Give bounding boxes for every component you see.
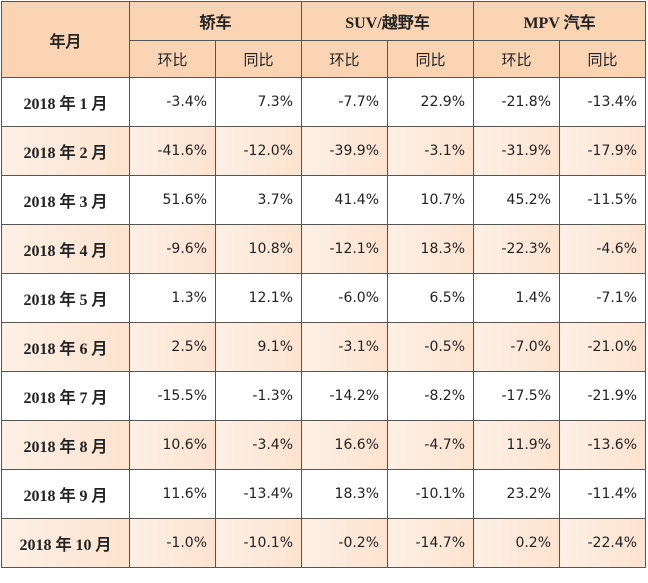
value-cell: -7.7% [301, 77, 389, 127]
value-cell: 12.1% [214, 273, 303, 323]
sub-header: 同比 [387, 40, 475, 78]
value-cell: -15.5% [129, 371, 216, 421]
value-cell: -14.2% [301, 371, 389, 421]
value-cell: -7.1% [559, 273, 647, 323]
value-cell: -12.1% [301, 224, 389, 274]
value-cell: -10.1% [387, 469, 475, 519]
value-cell: -3.4% [214, 420, 303, 470]
value-cell: 3.7% [214, 175, 303, 225]
value-cell: 2.5% [129, 322, 216, 372]
value-cell: 41.4% [301, 175, 389, 225]
value-cell: -17.9% [559, 126, 647, 176]
sub-header: 环比 [473, 40, 561, 78]
value-cell: -0.2% [301, 518, 389, 568]
value-cell: -21.0% [559, 322, 647, 372]
value-cell: 1.3% [129, 273, 216, 323]
table-row: 2018 年 3 月 51.6% 3.7% 41.4% 10.7% 45.2% -11.5% [1, 175, 647, 225]
month-label: 2018 年 9 月 [1, 469, 130, 519]
value-cell: -8.2% [387, 371, 475, 421]
value-cell: -0.5% [387, 322, 475, 372]
table-row: 2018 年 5 月 1.3% 12.1% -6.0% 6.5% 1.4% -7.1% [1, 273, 647, 323]
value-cell: -31.9% [473, 126, 561, 176]
value-cell: 10.7% [387, 175, 475, 225]
corner-header: 年月 [1, 1, 130, 78]
month-label: 2018 年 7 月 [1, 371, 130, 421]
group-header: MPV 汽车 [473, 1, 647, 41]
group-header: 轿车 [128, 1, 303, 41]
month-label: 2018 年 8 月 [1, 420, 130, 470]
month-label: 2018 年 6 月 [1, 322, 130, 372]
value-cell: -1.3% [214, 371, 303, 421]
value-cell: -6.0% [301, 273, 389, 323]
value-cell: -11.5% [559, 175, 647, 225]
group-header: SUV/越野车 [301, 1, 475, 41]
value-cell: -12.0% [214, 126, 303, 176]
value-cell: -39.9% [301, 126, 389, 176]
month-label: 2018 年 5 月 [1, 273, 130, 323]
value-cell: -22.3% [473, 224, 561, 274]
value-cell: -4.7% [387, 420, 475, 470]
month-label: 2018 年 4 月 [1, 224, 130, 274]
value-cell: -3.1% [301, 322, 389, 372]
value-cell: 10.8% [214, 224, 303, 274]
sub-header: 环比 [301, 40, 389, 78]
value-cell: -17.5% [473, 371, 561, 421]
data-table: 年月 轿车 SUV/越野车 MPV 汽车 环比 同比 环比 同比 环比 同比 2018 年 1 … [1, 1, 647, 568]
value-cell: 18.3% [301, 469, 389, 519]
value-cell: -9.6% [129, 224, 216, 274]
value-cell: 10.6% [129, 420, 216, 470]
value-cell: 23.2% [473, 469, 561, 519]
value-cell: 51.6% [129, 175, 216, 225]
value-cell: 16.6% [301, 420, 389, 470]
sub-header: 同比 [214, 40, 303, 78]
month-label: 2018 年 10 月 [1, 518, 130, 568]
value-cell: -11.4% [559, 469, 647, 519]
value-cell: -13.4% [559, 77, 647, 127]
value-cell: 18.3% [387, 224, 475, 274]
value-cell: -1.0% [129, 518, 216, 568]
table-row: 2018 年 10 月 -1.0% -10.1% -0.2% -14.7% 0.2% -22… [1, 518, 647, 568]
value-cell: -21.8% [473, 77, 561, 127]
value-cell: 11.9% [473, 420, 561, 470]
month-label: 2018 年 1 月 [1, 77, 130, 127]
table-row: 2018 年 4 月 -9.6% 10.8% -12.1% 18.3% -22.3% -4.… [1, 224, 647, 274]
value-cell: -7.0% [473, 322, 561, 372]
value-cell: 1.4% [473, 273, 561, 323]
value-cell: -22.4% [559, 518, 647, 568]
value-cell: -21.9% [559, 371, 647, 421]
value-cell: 45.2% [473, 175, 561, 225]
value-cell: -10.1% [214, 518, 303, 568]
value-cell: -3.4% [129, 77, 216, 127]
table-row: 2018 年 9 月 11.6% -13.4% 18.3% -10.1% 23.2% -11… [1, 469, 647, 519]
table-row: 2018 年 2 月 -41.6% -12.0% -39.9% -3.1% -31.9% -… [1, 126, 647, 176]
value-cell: 6.5% [387, 273, 475, 323]
value-cell: -13.4% [214, 469, 303, 519]
sub-header: 同比 [559, 40, 647, 78]
table-row: 2018 年 1 月 -3.4% 7.3% -7.7% 22.9% -21.8% -13.4… [1, 77, 647, 127]
value-cell: -3.1% [387, 126, 475, 176]
value-cell: 7.3% [214, 77, 303, 127]
value-cell: -41.6% [129, 126, 216, 176]
value-cell: 22.9% [387, 77, 475, 127]
value-cell: 9.1% [214, 322, 303, 372]
table-row: 2018 年 7 月 -15.5% -1.3% -14.2% -8.2% -17.5% -2… [1, 371, 647, 421]
value-cell: 11.6% [129, 469, 216, 519]
value-cell: -14.7% [387, 518, 475, 568]
value-cell: -4.6% [559, 224, 647, 274]
month-label: 2018 年 2 月 [1, 126, 130, 176]
table-row: 2018 年 6 月 2.5% 9.1% -3.1% -0.5% -7.0% -21.0% [1, 322, 647, 372]
value-cell: 0.2% [473, 518, 561, 568]
sub-header: 环比 [129, 40, 216, 78]
month-label: 2018 年 3 月 [1, 175, 130, 225]
table-row: 2018 年 8 月 10.6% -3.4% 16.6% -4.7% 11.9% -13.6… [1, 420, 647, 470]
value-cell: -13.6% [559, 420, 647, 470]
